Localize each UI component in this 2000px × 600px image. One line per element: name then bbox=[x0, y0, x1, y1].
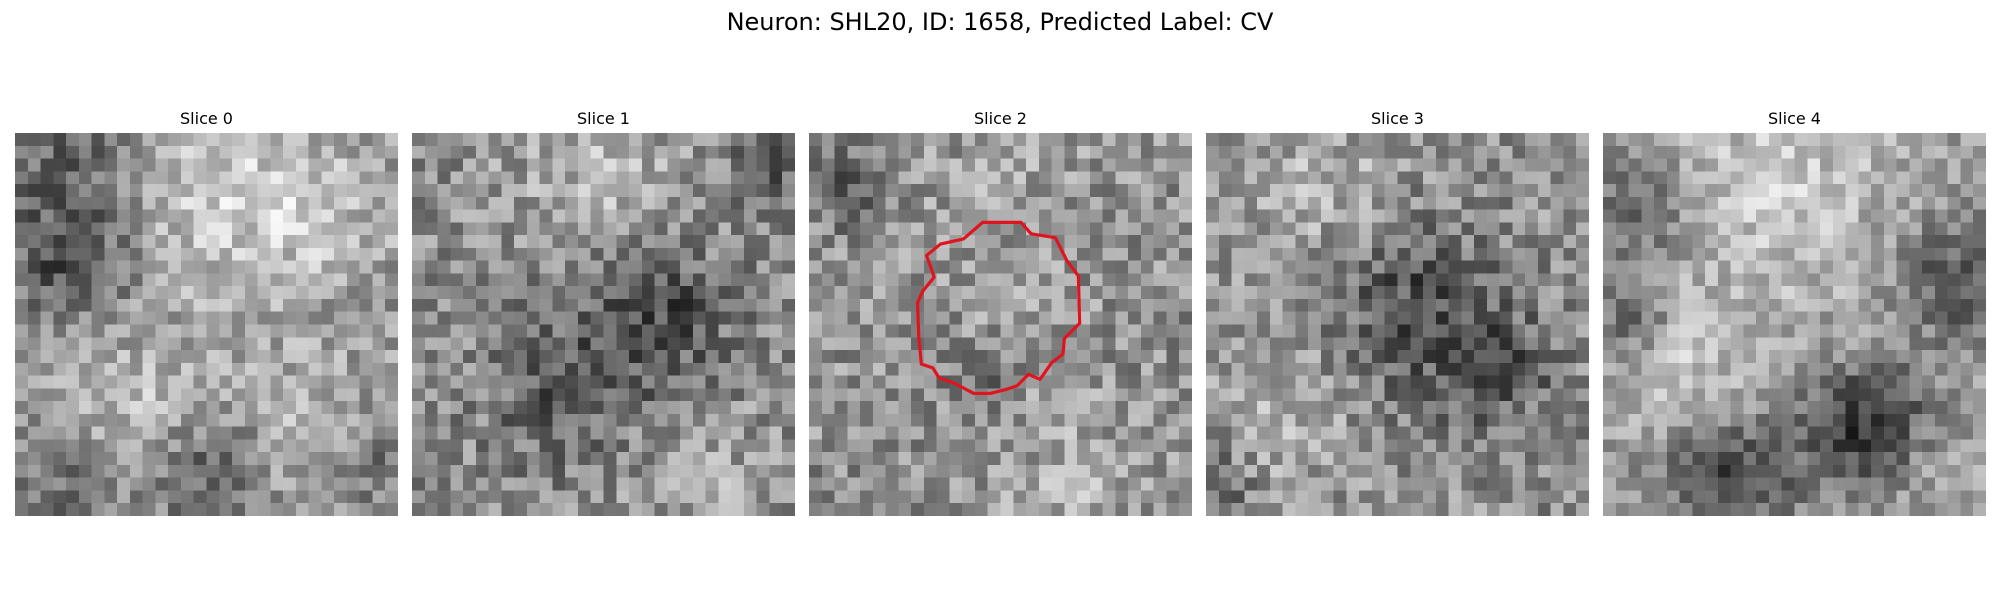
slice-image-2 bbox=[809, 133, 1192, 516]
slice-image-4 bbox=[1603, 133, 1986, 516]
slice-title-1: Slice 1 bbox=[577, 109, 630, 128]
slice-title-3: Slice 3 bbox=[1371, 109, 1424, 128]
slice-panel-2: Slice 2 bbox=[809, 108, 1192, 516]
slice-panel-0: Slice 0 bbox=[15, 108, 398, 516]
slice-image-1 bbox=[412, 133, 795, 516]
slice-title-4: Slice 4 bbox=[1768, 109, 1821, 128]
figure-title: Neuron: SHL20, ID: 1658, Predicted Label… bbox=[726, 8, 1274, 36]
slice-panel-3: Slice 3 bbox=[1206, 108, 1589, 516]
slice-image-3 bbox=[1206, 133, 1589, 516]
slice-title-0: Slice 0 bbox=[180, 109, 233, 128]
slice-panel-4: Slice 4 bbox=[1603, 108, 1986, 516]
slice-panel-1: Slice 1 bbox=[412, 108, 795, 516]
slice-image-0 bbox=[15, 133, 398, 516]
slice-title-2: Slice 2 bbox=[974, 109, 1027, 128]
